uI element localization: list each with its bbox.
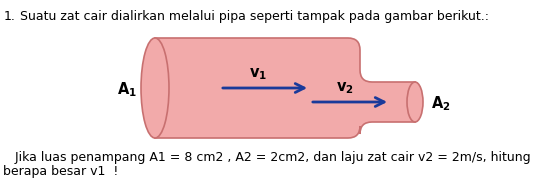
Ellipse shape: [407, 82, 423, 122]
Text: $\mathbf{v_2}$: $\mathbf{v_2}$: [336, 80, 354, 96]
Text: $\mathbf{A_2}$: $\mathbf{A_2}$: [431, 95, 451, 113]
Text: Suatu zat cair dialirkan melalui pipa seperti tampak pada gambar berikut.:: Suatu zat cair dialirkan melalui pipa se…: [16, 10, 489, 23]
Ellipse shape: [141, 38, 169, 138]
Text: $\mathbf{v_1}$: $\mathbf{v_1}$: [249, 66, 267, 82]
Text: 1.: 1.: [4, 10, 16, 23]
Text: berapa besar v1  !: berapa besar v1 !: [3, 165, 118, 178]
Text: $\mathbf{A_1}$: $\mathbf{A_1}$: [117, 81, 137, 99]
PathPatch shape: [155, 38, 415, 138]
Text: Jika luas penampang A1 = 8 cm2 , A2 = 2cm2, dan laju zat cair v2 = 2m/s, hitung: Jika luas penampang A1 = 8 cm2 , A2 = 2c…: [3, 151, 531, 164]
